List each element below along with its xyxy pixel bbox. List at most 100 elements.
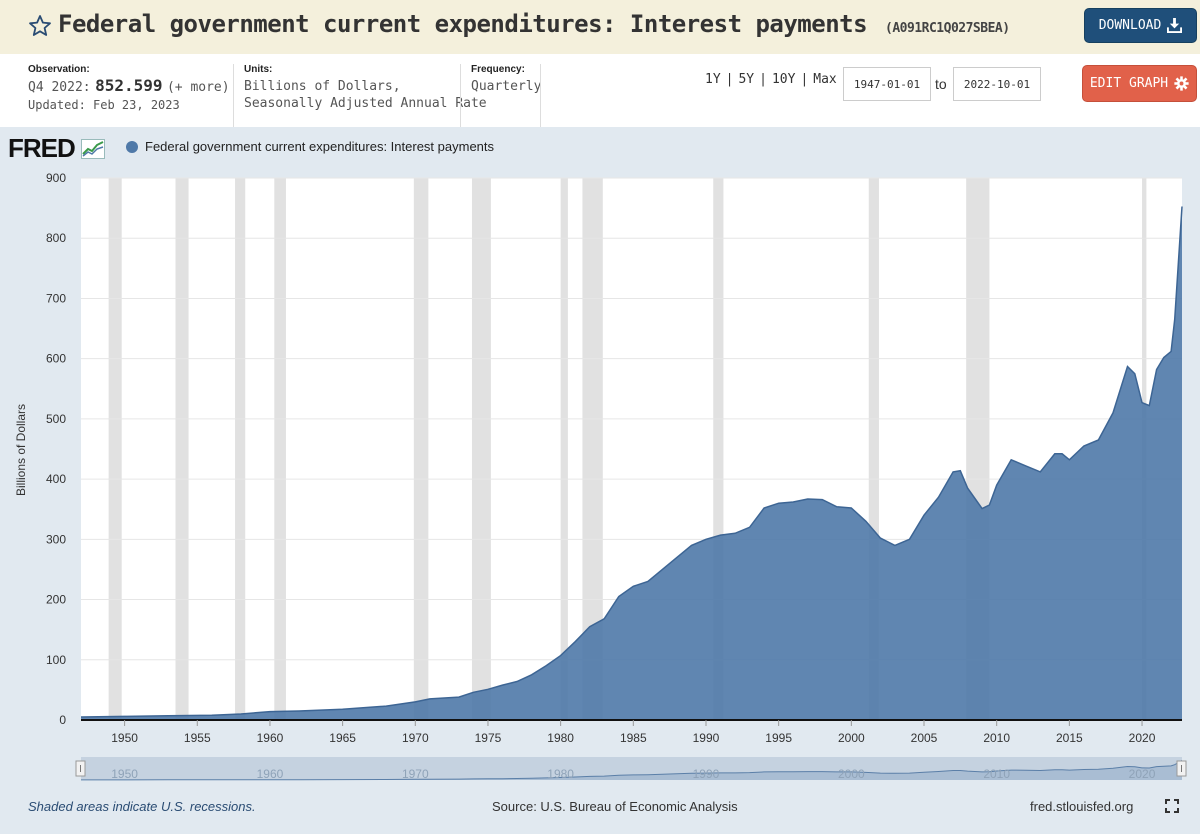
observation-value: 852.599 bbox=[95, 76, 163, 95]
range-1y-link[interactable]: 1Y bbox=[705, 72, 721, 87]
frequency-block: Frequency: Quarterly bbox=[471, 64, 541, 95]
units-line-1: Billions of Dollars, bbox=[244, 79, 401, 94]
y-tick-labels: 0 100 200 300 400 500 600 700 800 900 bbox=[46, 171, 66, 727]
frequency-label: Frequency: bbox=[471, 64, 525, 75]
range-10y-link[interactable]: 10Y bbox=[771, 72, 796, 87]
range-max-link[interactable]: Max bbox=[813, 72, 837, 87]
range-separator: | bbox=[725, 72, 734, 87]
download-button[interactable]: DOWNLOAD bbox=[1084, 8, 1197, 43]
units-block: Units: Billions of Dollars, Seasonally A… bbox=[244, 64, 487, 112]
series-id: (A091RC1Q027SBEA) bbox=[885, 21, 1010, 36]
edit-graph-button[interactable]: EDIT GRAPH bbox=[1082, 65, 1197, 102]
page-title: Federal government current expenditures:… bbox=[58, 10, 1010, 38]
y-tick-label: 500 bbox=[46, 412, 66, 426]
chart-area[interactable]: 0 100 200 300 400 500 600 700 800 900 1950 1955 196… bbox=[0, 160, 1200, 790]
x-tick-label: 1950 bbox=[111, 731, 138, 745]
x-tick-label: 1970 bbox=[402, 731, 429, 745]
x-tick-label: 1955 bbox=[184, 731, 211, 745]
x-tick-label: 1990 bbox=[693, 731, 720, 745]
x-tick-label: 1985 bbox=[620, 731, 647, 745]
y-tick-label: 600 bbox=[46, 352, 66, 366]
recession-band bbox=[471, 178, 491, 720]
y-tick-label: 300 bbox=[46, 532, 66, 546]
series-area-fill bbox=[81, 206, 1182, 720]
units-line-2: Seasonally Adjusted Annual Rate bbox=[244, 96, 487, 111]
x-tick-label: 2005 bbox=[911, 731, 938, 745]
x-tick-label: 2000 bbox=[838, 731, 865, 745]
navigator-series bbox=[81, 759, 1183, 781]
recession-band bbox=[560, 178, 568, 720]
observation-label: Observation: bbox=[28, 64, 90, 75]
recession-band bbox=[108, 178, 122, 720]
x-tick-label: 1975 bbox=[475, 731, 502, 745]
recession-band bbox=[235, 178, 246, 720]
edit-graph-label: EDIT GRAPH bbox=[1089, 76, 1169, 91]
legend-label: Federal government current expenditures:… bbox=[145, 139, 495, 154]
recession-band bbox=[582, 178, 603, 720]
download-icon bbox=[1167, 18, 1183, 33]
y-axis-title: Billions of Dollars bbox=[14, 404, 28, 496]
recession-band bbox=[713, 178, 724, 720]
navigator-tick-label: 1970 bbox=[402, 767, 429, 781]
recession-band bbox=[413, 178, 429, 720]
x-tick-label: 1995 bbox=[765, 731, 792, 745]
fullscreen-icon[interactable] bbox=[1165, 799, 1179, 813]
navigator-tick-label: 2020 bbox=[1129, 767, 1156, 781]
y-tick-label: 700 bbox=[46, 291, 66, 305]
x-tick-label: 2020 bbox=[1129, 731, 1156, 745]
navigator-tick-label: 1990 bbox=[693, 767, 720, 781]
download-label: DOWNLOAD bbox=[1098, 18, 1162, 33]
recession-band bbox=[175, 178, 189, 720]
x-tick-labels: 1950 1955 1960 1965 1970 1975 1980 1985 1990 1995… bbox=[111, 720, 1156, 745]
title-bar: Federal government current expenditures:… bbox=[0, 0, 1200, 54]
y-tick-label: 100 bbox=[46, 653, 66, 667]
x-tick-label: 1960 bbox=[257, 731, 284, 745]
navigator-tick-label: 1960 bbox=[257, 767, 284, 781]
chart-legend: Federal government current expenditures:… bbox=[126, 139, 494, 154]
navigator-tick-label: 2010 bbox=[983, 767, 1010, 781]
y-tick-label: 200 bbox=[46, 593, 66, 607]
series-title-text: Federal government current expenditures:… bbox=[58, 10, 868, 38]
series-line bbox=[80, 206, 1183, 718]
y-tick-label: 900 bbox=[46, 171, 66, 185]
navigator-tick-labels: 1950 1960 1970 1980 1990 2000 2010 2020 bbox=[111, 767, 1155, 781]
range-5y-link[interactable]: 5Y bbox=[738, 72, 755, 87]
end-date-input[interactable]: 2022-10-01 bbox=[953, 67, 1041, 101]
series-area bbox=[80, 206, 1183, 720]
fred-logo[interactable]: FRED bbox=[8, 133, 106, 164]
navigator-tick-label: 2000 bbox=[838, 767, 865, 781]
navigator-area bbox=[81, 760, 1182, 780]
start-date-input[interactable]: 1947-01-01 bbox=[843, 67, 931, 101]
observation-more-link[interactable]: (+ more) bbox=[166, 80, 230, 95]
recession-note: Shaded areas indicate U.S. recessions. bbox=[28, 799, 256, 814]
date-to-label: to bbox=[935, 76, 947, 92]
range-separator: | bbox=[759, 72, 767, 87]
x-tick-label: 2015 bbox=[1056, 731, 1083, 745]
chart-logo-icon bbox=[81, 139, 106, 159]
range-navigator[interactable]: 1950 1960 1970 1980 1990 2000 2010 2020 bbox=[75, 757, 1187, 781]
units-label: Units: bbox=[244, 64, 273, 75]
range-selector: 1Y | 5Y | 10Y | Max bbox=[705, 72, 837, 87]
legend-marker bbox=[126, 140, 138, 153]
y-tick-label: 400 bbox=[46, 472, 66, 486]
x-tick-label: 1980 bbox=[547, 731, 574, 745]
navigator-tick-label: 1980 bbox=[547, 767, 574, 781]
meta-divider bbox=[233, 64, 234, 127]
recession-band bbox=[274, 178, 286, 720]
y-tick-label: 800 bbox=[46, 231, 66, 245]
source-link[interactable]: Source: U.S. Bureau of Economic Analysis bbox=[492, 799, 738, 814]
star-icon[interactable] bbox=[28, 14, 52, 38]
meta-divider bbox=[460, 64, 461, 127]
updated-date: Updated: Feb 23, 2023 bbox=[28, 98, 180, 112]
observation-period: Q4 2022: bbox=[28, 80, 91, 95]
x-tick-label: 2010 bbox=[983, 731, 1010, 745]
y-tick-label: 0 bbox=[59, 713, 66, 727]
frequency-value: Quarterly bbox=[471, 79, 542, 94]
meta-divider bbox=[540, 64, 541, 127]
navigator-line bbox=[81, 759, 1183, 781]
range-separator: | bbox=[800, 72, 809, 87]
x-tick-label: 1965 bbox=[329, 731, 356, 745]
fred-logo-text: FRED bbox=[8, 133, 76, 163]
site-link[interactable]: fred.stlouisfed.org bbox=[1030, 799, 1134, 814]
recession-band bbox=[868, 178, 879, 720]
